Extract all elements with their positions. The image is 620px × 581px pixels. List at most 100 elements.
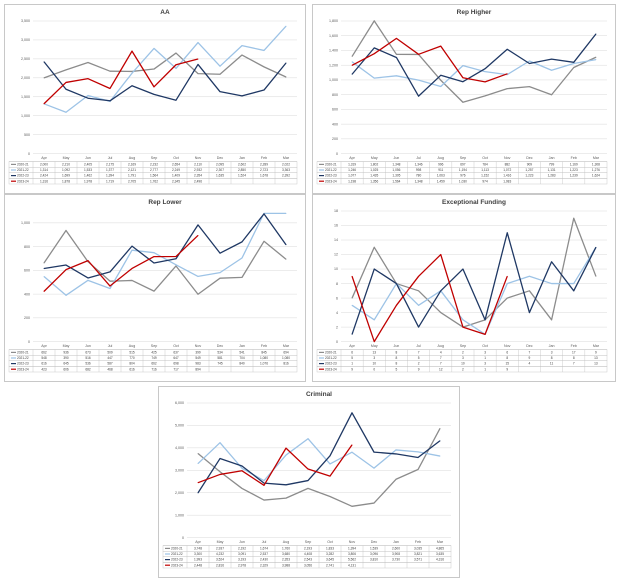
series-line-2020-21: [43, 52, 287, 79]
table-cell: 1,993: [194, 558, 202, 562]
data-point-2021-22: [241, 257, 243, 259]
data-point-2022-23: [263, 482, 265, 484]
table-cell: 1,833: [326, 547, 334, 551]
table-cell: 1,533: [84, 168, 92, 172]
data-point-2021-22: [87, 279, 89, 281]
y-tick-label: 3,500: [21, 19, 30, 23]
data-point-2022-23: [351, 333, 353, 335]
table-cell: 549: [195, 356, 201, 360]
data-point-2023-24: [285, 447, 287, 449]
data-point-2022-23: [197, 63, 199, 65]
table-cell: 3,645: [326, 558, 334, 562]
data-point-2022-23: [373, 268, 375, 270]
y-tick-label: 2: [336, 325, 338, 329]
table-cell: 3,035: [414, 547, 422, 551]
table-cell: 3,363: [282, 168, 290, 172]
y-tick-label: 200: [332, 137, 338, 141]
table-cell: 2: [462, 367, 464, 371]
data-point-2020-21: [551, 94, 553, 96]
x-tick-label: Mar: [283, 156, 290, 160]
data-point-2023-24: [395, 304, 397, 306]
table-cell: 3: [484, 351, 486, 355]
table-cell: 4,131: [348, 563, 356, 567]
table-cell: 3,056: [304, 563, 312, 567]
table-cell: 1,316: [40, 179, 48, 183]
data-point-2022-23: [241, 465, 243, 467]
x-tick-label: Dec: [371, 540, 378, 544]
data-point-2021-22: [395, 75, 397, 77]
table-cell: 2,424: [40, 174, 48, 178]
data-point-2022-23: [551, 58, 553, 60]
table-cell: 1,314: [40, 168, 48, 172]
data-point-2020-21: [462, 101, 464, 103]
table-cell: 682: [85, 367, 91, 371]
data-point-2021-22: [551, 283, 553, 285]
series-line-2022-23: [197, 412, 441, 494]
x-tick-label: Feb: [261, 156, 267, 160]
legend-label-2023-24: 2023-24: [17, 179, 29, 183]
table-cell: 447: [107, 356, 113, 360]
table-cell: 2,232: [150, 163, 158, 167]
table-cell: 780: [416, 174, 422, 178]
table-cell: 3,730: [392, 558, 400, 562]
table-cell: 2,095: [216, 163, 224, 167]
data-point-2020-21: [417, 469, 419, 470]
table-cell: 1,435: [370, 174, 378, 178]
x-tick-label: Apr: [195, 540, 201, 544]
table-cell: 2,723: [260, 168, 268, 172]
data-point-2023-24: [87, 78, 89, 80]
data-point-2022-23: [573, 290, 575, 292]
data-point-2021-22: [241, 45, 243, 47]
data-point-2020-21: [595, 275, 597, 277]
table-cell: 1,760: [282, 547, 290, 551]
data-point-2023-24: [175, 64, 177, 66]
y-tick-label: 1,000: [21, 114, 30, 118]
data-point-2020-21: [197, 293, 199, 295]
data-point-2021-22: [197, 42, 199, 43]
data-point-2023-24: [197, 482, 199, 484]
table-cell: 911: [438, 168, 443, 172]
table-cell: 1,169: [570, 163, 578, 167]
table-cell: 390: [63, 356, 69, 360]
y-tick-label: 6: [336, 296, 338, 300]
table-cell: 1,072: [503, 168, 511, 172]
data-point-2020-21: [109, 70, 111, 72]
data-point-2021-22: [263, 49, 265, 51]
x-tick-label: Feb: [261, 344, 267, 348]
data-point-2021-22: [573, 63, 575, 64]
table-cell: 1,564: [150, 174, 158, 178]
data-point-2022-23: [506, 232, 508, 234]
data-point-2020-21: [506, 88, 508, 90]
y-tick-label: 5,000: [175, 424, 184, 428]
series-line-2022-23: [351, 232, 597, 335]
table-cell: 1,878: [62, 179, 70, 183]
series-line-2021-22: [351, 246, 597, 335]
table-cell: 10: [461, 362, 465, 366]
data-point-2022-23: [109, 271, 111, 273]
x-tick-label: Jul: [108, 344, 113, 348]
data-point-2021-22: [65, 111, 67, 113]
table-cell: 2,353: [282, 558, 290, 562]
table-cell: 799: [549, 163, 555, 167]
x-tick-label: Jan: [239, 344, 245, 348]
table-cell: 1,283: [548, 174, 556, 178]
table-cell: 1,319: [348, 163, 356, 167]
table-cell: 2,777: [150, 168, 158, 172]
data-point-2023-24: [153, 86, 155, 88]
series-line-2023-24: [197, 444, 353, 486]
data-point-2021-22: [87, 95, 89, 96]
y-tick-label: 14: [334, 238, 338, 242]
table-cell: 1,462: [84, 174, 92, 178]
table-cell: 1,791: [128, 174, 136, 178]
table-cell: 2,448: [194, 563, 202, 567]
y-tick-label: 0: [28, 152, 30, 156]
data-point-2022-23: [219, 252, 221, 254]
table-cell: 606: [63, 367, 69, 371]
table-cell: 1,239: [570, 174, 578, 178]
data-point-2021-22: [373, 467, 375, 469]
table-row-border: [8, 178, 298, 185]
legend-label-2021-22: 2021-22: [17, 356, 29, 360]
table-cell: 616: [41, 362, 47, 366]
data-point-2021-22: [351, 61, 353, 63]
x-tick-label: May: [63, 156, 70, 160]
